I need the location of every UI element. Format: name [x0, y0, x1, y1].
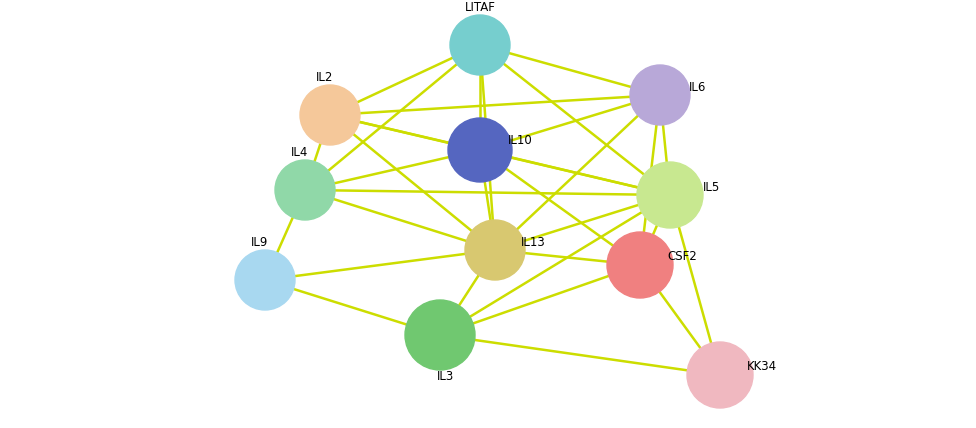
Circle shape — [450, 15, 510, 75]
Text: IL13: IL13 — [520, 235, 546, 249]
Circle shape — [275, 160, 335, 220]
Text: IL10: IL10 — [508, 134, 532, 146]
Circle shape — [607, 232, 673, 298]
Text: IL4: IL4 — [291, 146, 308, 158]
Circle shape — [687, 342, 753, 408]
Circle shape — [448, 118, 512, 182]
Circle shape — [630, 65, 690, 125]
Text: IL9: IL9 — [251, 235, 268, 249]
Text: IL3: IL3 — [436, 371, 454, 383]
Text: IL2: IL2 — [316, 71, 334, 83]
Circle shape — [637, 162, 703, 228]
Circle shape — [235, 250, 295, 310]
Circle shape — [465, 220, 525, 280]
Text: KK34: KK34 — [747, 360, 777, 374]
Text: IL5: IL5 — [704, 181, 720, 193]
Text: LITAF: LITAF — [465, 0, 496, 14]
Circle shape — [300, 85, 360, 145]
Circle shape — [405, 300, 475, 370]
Text: IL6: IL6 — [689, 80, 707, 93]
Text: CSF2: CSF2 — [668, 250, 697, 264]
